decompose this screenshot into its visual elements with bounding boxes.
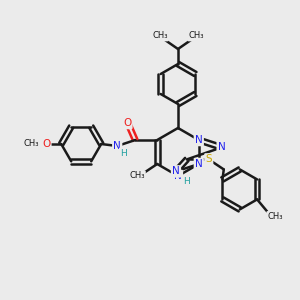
Text: S: S — [206, 154, 212, 164]
Text: O: O — [123, 118, 131, 128]
Text: H: H — [183, 178, 189, 187]
Text: N: N — [218, 142, 226, 152]
Text: CH₃: CH₃ — [23, 140, 39, 148]
Text: CH₃: CH₃ — [267, 212, 283, 221]
Text: O: O — [42, 139, 50, 149]
Text: N: N — [113, 141, 121, 151]
Text: N: N — [195, 135, 203, 145]
Text: N: N — [195, 159, 203, 169]
Text: N: N — [174, 171, 182, 181]
Text: N: N — [172, 167, 180, 176]
Text: CH₃: CH₃ — [188, 32, 204, 40]
Text: CH₃: CH₃ — [130, 172, 145, 181]
Text: CH₃: CH₃ — [152, 32, 168, 40]
Text: H: H — [120, 148, 127, 158]
